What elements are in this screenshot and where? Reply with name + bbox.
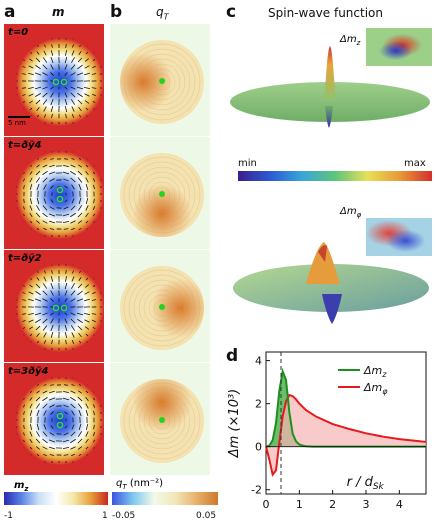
legend-entry: Δmz bbox=[363, 364, 387, 379]
core-marker bbox=[159, 304, 165, 310]
colorbar-mz-min: -1 bbox=[4, 511, 13, 521]
core-marker bbox=[56, 421, 64, 429]
legend-entry: Δmφ bbox=[363, 381, 388, 396]
colorbar-qt-label: qT (nm⁻²) bbox=[116, 478, 163, 491]
core-marker bbox=[159, 78, 165, 84]
skyrmion-panel: t=0 5 nm bbox=[4, 24, 104, 136]
inset-mphi bbox=[366, 218, 432, 256]
core-marker bbox=[52, 304, 60, 312]
delta-mphi-sub: φ bbox=[356, 211, 362, 219]
time-label: t=0 bbox=[8, 27, 29, 38]
colorbar-qt-min: -0.05 bbox=[112, 511, 136, 521]
core-marker bbox=[159, 417, 165, 423]
y-tick-label: 4 bbox=[255, 355, 262, 368]
core-marker bbox=[56, 412, 64, 420]
spectrum-min-label: min bbox=[238, 158, 257, 169]
skyrmion-panel: t=ðÿ2 bbox=[4, 250, 104, 362]
qt-title-main: q bbox=[156, 5, 164, 19]
core-marker bbox=[60, 78, 68, 86]
spectrum-max-label: max bbox=[404, 158, 426, 169]
qt-panel bbox=[110, 250, 210, 362]
inset-mz bbox=[366, 28, 432, 66]
x-tick-label: 3 bbox=[363, 498, 370, 511]
x-tick-label: 1 bbox=[296, 498, 303, 511]
x-tick-label: 0 bbox=[263, 498, 270, 511]
colorbar-mz-label-sub: z bbox=[24, 485, 29, 493]
core-marker bbox=[159, 191, 165, 197]
panel-label-d: d bbox=[226, 346, 239, 366]
time-label: t=3ðÿ4 bbox=[8, 366, 49, 377]
scale-bar: 5 nm bbox=[8, 116, 30, 127]
column-b-title: qT bbox=[156, 5, 169, 21]
spin-wave-surface-mz bbox=[226, 24, 436, 154]
qt-panel bbox=[110, 137, 210, 249]
colorbar-qt-max: 0.05 bbox=[196, 511, 217, 521]
column-c-title: Spin-wave function bbox=[268, 6, 383, 20]
delta-mz-main: Δm bbox=[340, 34, 357, 45]
label-delta-mphi: Δmφ bbox=[340, 206, 361, 219]
spectrum-colorbar bbox=[238, 171, 432, 181]
colorbar-qt-unit: (nm⁻²) bbox=[129, 478, 163, 489]
y-tick-label: -2 bbox=[251, 484, 262, 497]
y-tick-label: 0 bbox=[255, 441, 262, 454]
panel-label-a: a bbox=[4, 2, 16, 22]
colorbar-mz bbox=[4, 492, 108, 505]
core-marker bbox=[56, 186, 64, 194]
time-label: t=ðÿ2 bbox=[8, 253, 42, 264]
time-label: t=ðÿ4 bbox=[8, 140, 42, 151]
delta-mphi-main: Δm bbox=[340, 206, 357, 217]
column-a-title: m bbox=[52, 5, 65, 19]
skyrmion-panel: t=3ðÿ4 bbox=[4, 363, 104, 475]
colorbar-mz-label: mz bbox=[14, 480, 29, 493]
colorbar-mz-max: 1 bbox=[102, 511, 108, 521]
panel-label-c: c bbox=[226, 2, 237, 22]
y-axis-label: Δm (×10³) bbox=[227, 389, 242, 458]
colorbar-qt bbox=[112, 492, 218, 505]
colorbar-qt-label-sub: T bbox=[122, 483, 127, 491]
series-line bbox=[265, 393, 427, 477]
qt-panel bbox=[110, 363, 210, 475]
qt-title-sub: T bbox=[163, 12, 169, 22]
y-tick-label: 2 bbox=[255, 398, 262, 411]
x-tick-label: 4 bbox=[396, 498, 403, 511]
core-marker bbox=[56, 195, 64, 203]
delta-mz-sub: z bbox=[356, 39, 361, 47]
core-marker bbox=[60, 304, 68, 312]
label-delta-mz: Δmz bbox=[340, 34, 360, 47]
core-marker bbox=[52, 78, 60, 86]
colorbar-mz-label-main: m bbox=[14, 480, 25, 491]
panel-label-b: b bbox=[110, 2, 123, 22]
x-tick-label: 2 bbox=[329, 498, 336, 511]
skyrmion-panel: t=ðÿ4 bbox=[4, 137, 104, 249]
qt-panel bbox=[110, 24, 210, 136]
colorbar-qt-label-main: q bbox=[116, 478, 123, 489]
series-fill bbox=[266, 395, 426, 475]
spin-wave-surface-mphi bbox=[226, 222, 436, 352]
